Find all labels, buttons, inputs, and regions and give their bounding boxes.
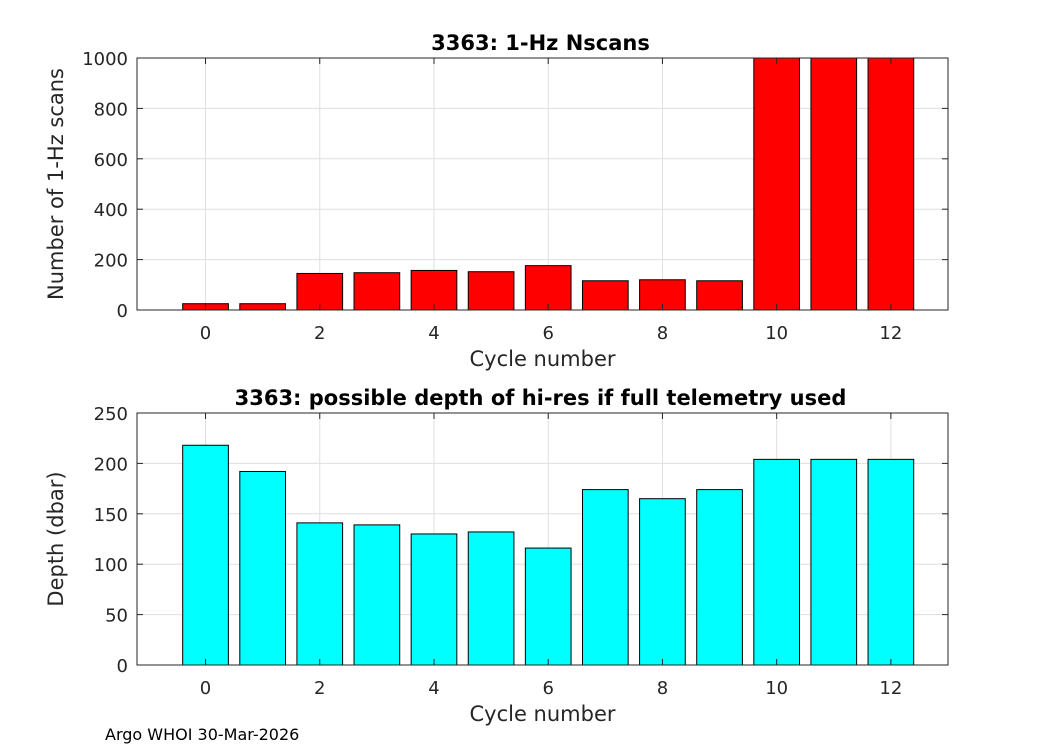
x-tick-label: 12 <box>879 678 902 699</box>
bar-cycle-9 <box>696 489 743 666</box>
x-tick-label: 10 <box>765 678 788 699</box>
y-tick-label: 100 <box>94 555 128 576</box>
x-axis-label: Cycle number <box>469 702 615 726</box>
bar-cycle-1 <box>239 470 286 666</box>
bar-cycle-2 <box>296 272 344 311</box>
bar-cycle-3 <box>353 272 401 311</box>
bar-cycle-7 <box>581 489 629 666</box>
x-tick-label: 6 <box>542 678 553 699</box>
bar-cycle-11 <box>810 458 858 666</box>
y-axis-label: Number of 1-Hz scans <box>44 68 68 300</box>
bar-cycle-6 <box>524 547 572 666</box>
bar-cycle-11 <box>810 57 858 311</box>
y-tick-label: 600 <box>94 150 128 171</box>
bar-cycle-12 <box>867 57 915 311</box>
bar-cycle-5 <box>467 271 515 311</box>
y-tick-label: 1000 <box>82 49 128 70</box>
bar-cycle-8 <box>639 498 686 666</box>
axes-box <box>136 57 949 311</box>
bar-cycle-12 <box>867 458 915 666</box>
x-tick-label: 10 <box>765 323 788 344</box>
x-tick-label: 2 <box>314 678 325 699</box>
x-axis-label: Cycle number <box>469 347 615 371</box>
x-tick-label: 4 <box>428 323 439 344</box>
bar-cycle-0 <box>182 444 229 666</box>
x-tick-label: 2 <box>314 323 325 344</box>
y-tick-label: 250 <box>94 404 128 425</box>
footer-credit: Argo WHOI 30-Mar-2026 <box>105 725 300 744</box>
y-tick-label: 400 <box>94 200 128 221</box>
y-tick-label: 50 <box>105 606 128 627</box>
bar-cycle-1 <box>239 303 286 311</box>
x-tick-label: 0 <box>200 678 211 699</box>
bar-cycle-7 <box>581 280 629 311</box>
chart-panel-0: 0 2 4 6 8 10 12 0 200 400 600 800 1000 3363: 1-Hz Nsc… <box>44 31 949 371</box>
chart-title: 3363: possible depth of hi-res if full t… <box>235 386 847 410</box>
y-tick-label: 200 <box>94 251 128 272</box>
bar-cycle-5 <box>467 531 515 666</box>
chart-title: 3363: 1-Hz Nscans <box>431 31 650 55</box>
y-tick-label: 0 <box>117 656 128 677</box>
y-tick-label: 150 <box>94 505 128 526</box>
x-tick-label: 0 <box>200 323 211 344</box>
bar-cycle-4 <box>410 533 458 666</box>
bar-cycle-10 <box>753 57 801 311</box>
bar-cycle-6 <box>524 265 572 311</box>
y-tick-label: 0 <box>117 301 128 322</box>
x-tick-label: 4 <box>428 678 439 699</box>
bar-cycle-9 <box>696 280 743 311</box>
chart-panel-1: 0 2 4 6 8 10 12 0 50 100 150 200 250 3363: possible d… <box>44 386 949 726</box>
x-tick-label: 8 <box>657 678 668 699</box>
axes-box <box>136 412 949 666</box>
bar-cycle-2 <box>296 522 344 666</box>
y-tick-label: 200 <box>94 454 128 475</box>
x-tick-label: 12 <box>879 323 902 344</box>
x-tick-label: 8 <box>657 323 668 344</box>
x-tick-label: 6 <box>542 323 553 344</box>
y-axis-label: Depth (dbar) <box>44 471 68 606</box>
bar-cycle-3 <box>353 524 401 666</box>
bar-cycle-10 <box>753 458 801 666</box>
y-tick-label: 800 <box>94 99 128 120</box>
